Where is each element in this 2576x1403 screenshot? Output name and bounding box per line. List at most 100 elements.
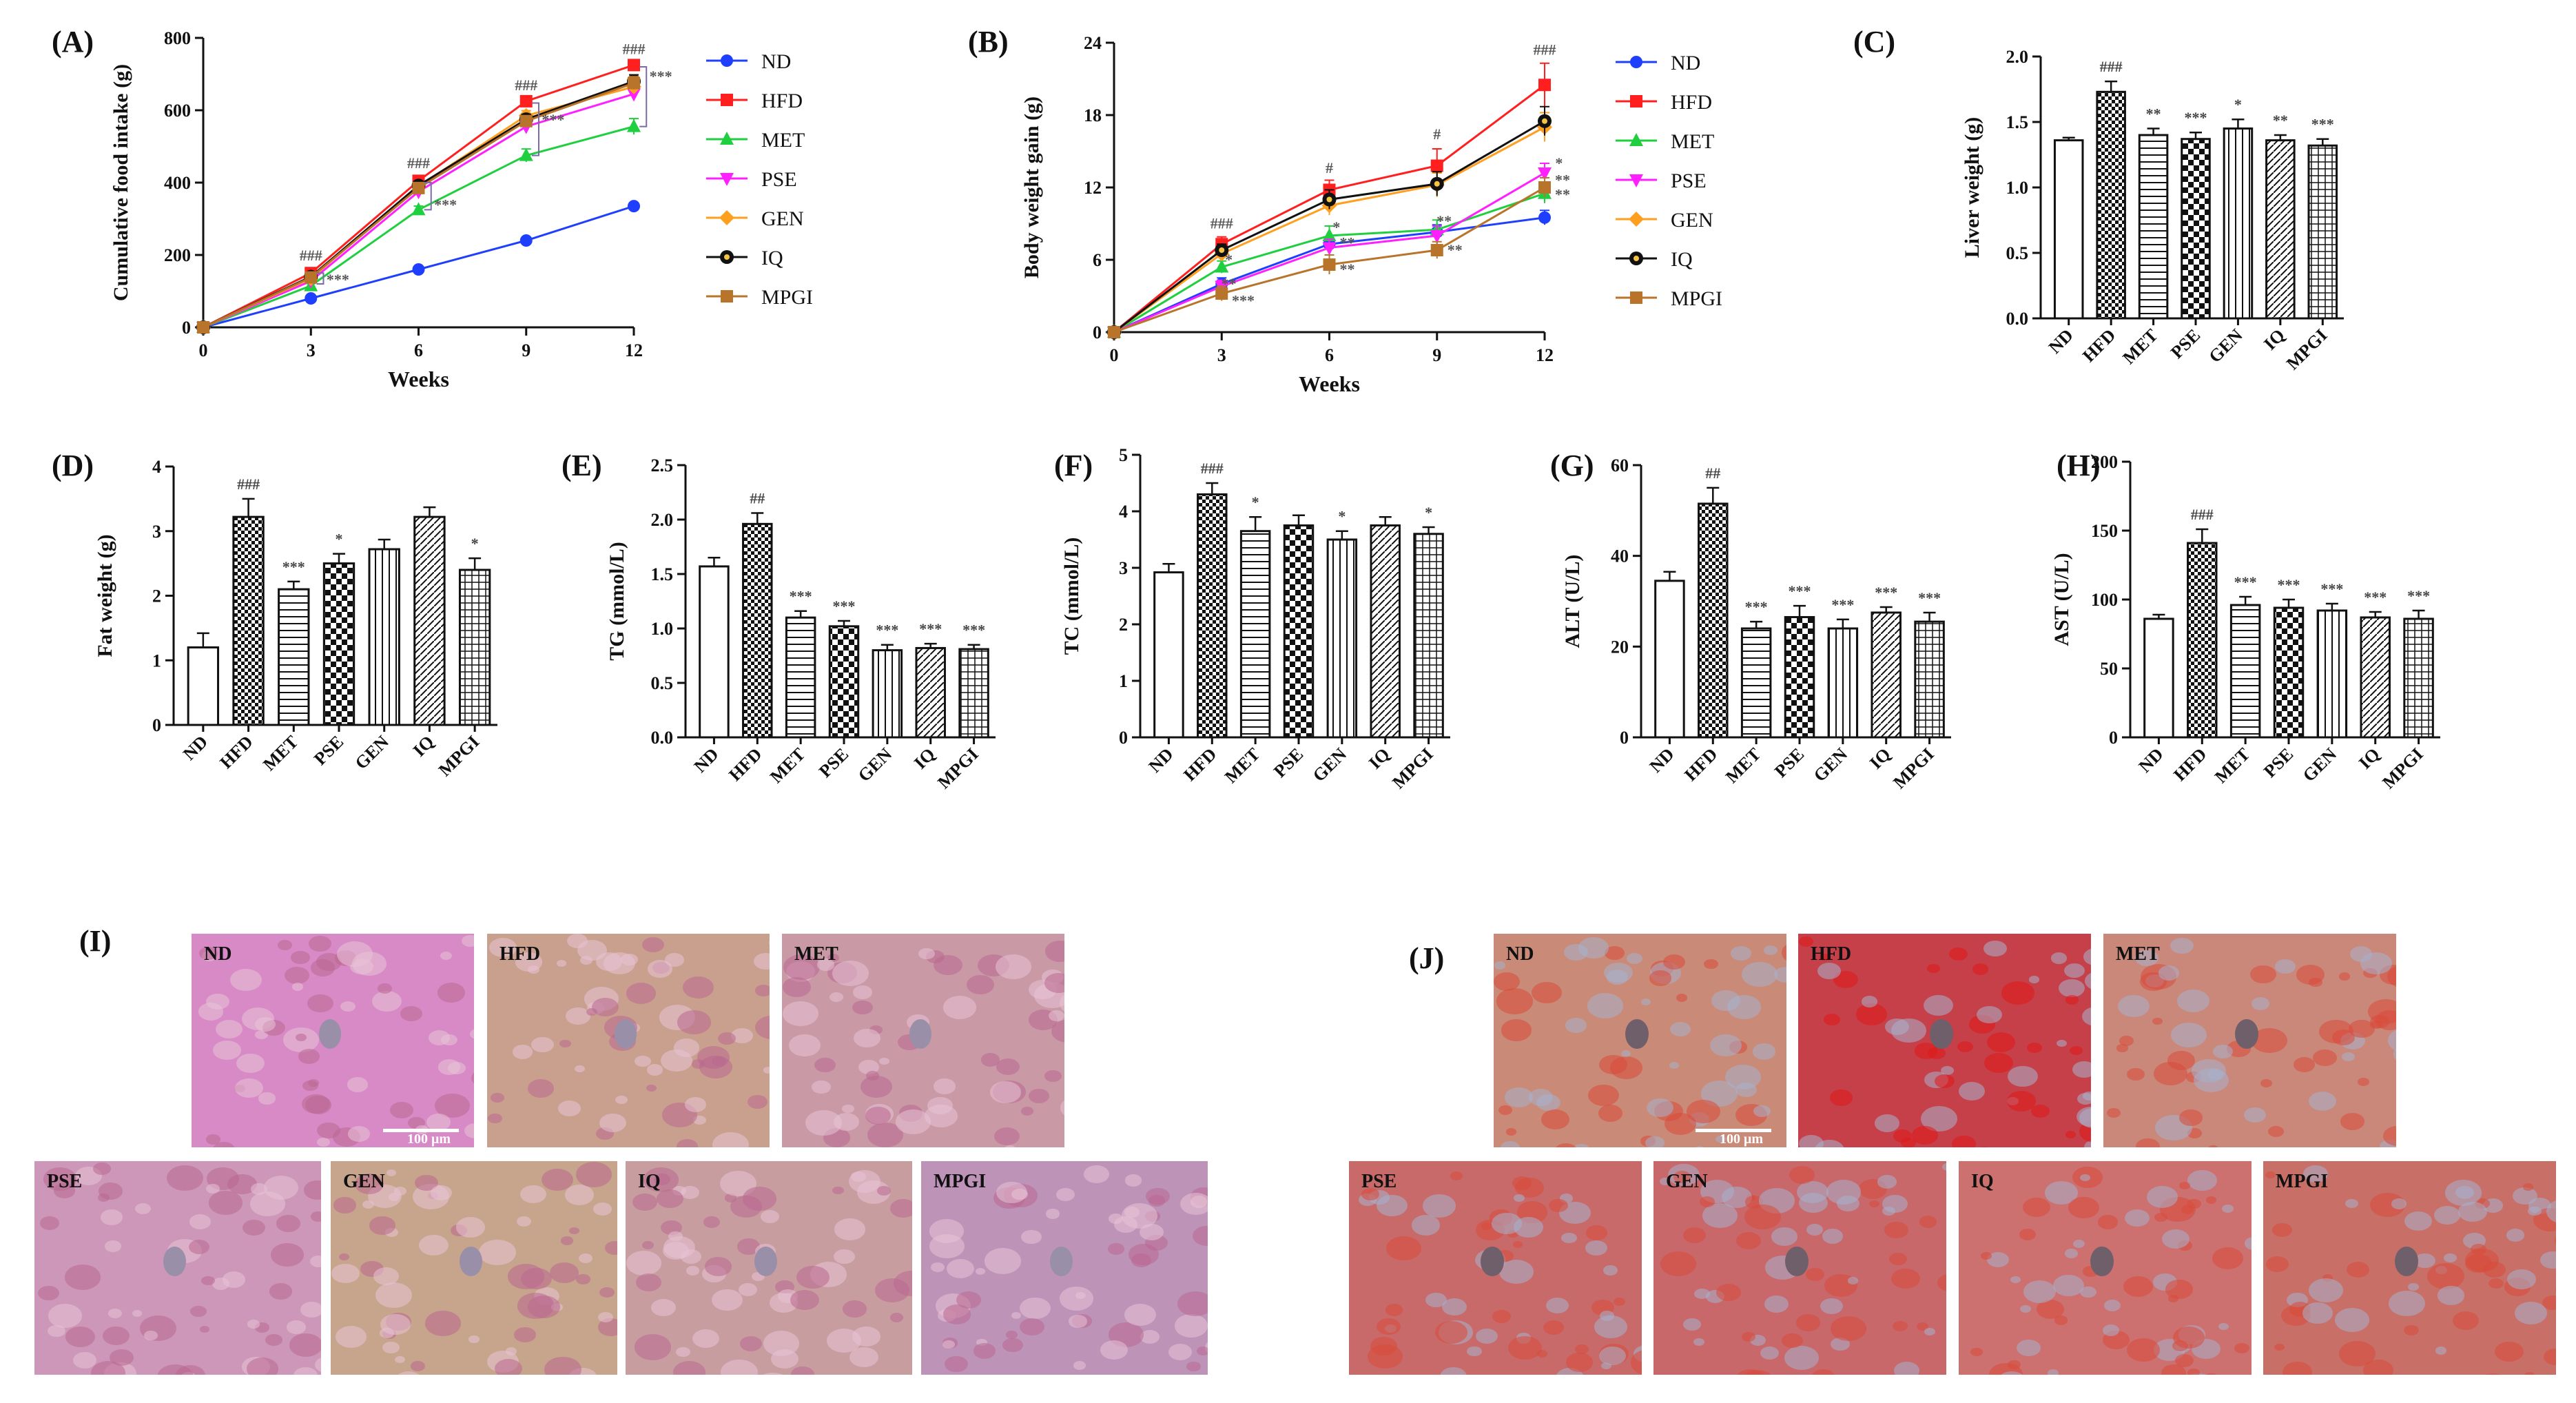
tissue-texture <box>514 1327 537 1343</box>
tissue-texture <box>918 948 935 960</box>
scale-bar <box>1696 1129 1771 1132</box>
tissue-texture <box>1736 1231 1761 1249</box>
tissue-texture <box>2342 1052 2356 1062</box>
tissue-texture <box>2362 1360 2393 1375</box>
tissue-texture <box>48 1303 83 1328</box>
tissue-texture <box>731 1027 754 1044</box>
significance-mark: *** <box>876 622 898 639</box>
tissue-texture <box>354 1174 384 1194</box>
tissue-texture <box>1124 1303 1157 1326</box>
tissue-texture <box>1588 1084 1619 1107</box>
tissue-texture <box>213 1040 241 1060</box>
bar-IQ <box>1871 611 1902 739</box>
bar-ND <box>1654 580 1685 739</box>
tissue-texture <box>2444 1253 2457 1263</box>
bar-GEN <box>368 548 400 726</box>
tissue-texture <box>832 960 869 986</box>
tissue-texture <box>566 1007 590 1025</box>
tissue-texture <box>2274 959 2296 974</box>
panel-label: (H) <box>2057 449 2101 482</box>
bar-GEN <box>2223 127 2254 320</box>
significance-mark: ** <box>2273 112 2288 129</box>
tissue-texture <box>1599 1311 1615 1322</box>
tissue-texture <box>1882 1206 1895 1216</box>
significance-mark: *** <box>2320 580 2343 597</box>
tissue-texture <box>865 1070 880 1081</box>
tissue-texture <box>270 1242 305 1267</box>
tissue-texture <box>717 1032 736 1045</box>
tissue-texture <box>1798 1134 1824 1147</box>
legend-marker-GEN <box>719 210 734 225</box>
significance-mark: *** <box>1745 598 1768 615</box>
central-vein <box>2395 1247 2419 1277</box>
micrograph-J-ND: ND 100 μm <box>1494 934 1786 1147</box>
tissue-texture <box>754 985 770 996</box>
y-tick-label: 0.5 <box>651 673 674 693</box>
tissue-texture <box>2001 981 2035 1005</box>
tissue-texture <box>1822 1229 1844 1244</box>
y-tick-label: 0 <box>2109 728 2118 748</box>
significance-mark: ** <box>1436 212 1452 229</box>
tissue-texture <box>879 1057 890 1065</box>
y-tick-label: 1 <box>152 651 161 670</box>
significance-mark: * <box>336 531 343 548</box>
tissue-texture <box>98 1194 110 1202</box>
tissue-texture <box>676 1138 699 1147</box>
tissue-texture <box>568 1368 598 1375</box>
tissue-texture <box>1044 1069 1062 1083</box>
x-tick-label: MET <box>766 744 809 787</box>
significance-mark: ### <box>623 41 646 58</box>
tissue-texture <box>1598 1104 1622 1122</box>
tissue-texture <box>464 1123 474 1139</box>
bar-chart-F: (F) 0 1 2 3 4 5 TC (mmol/L) ND ### HFD * MET PSE * GEN I… <box>1054 445 1450 792</box>
tissue-texture <box>1710 1034 1742 1057</box>
x-tick-label: IQ <box>2355 744 2384 773</box>
significance-mark: *** <box>962 622 985 639</box>
tissue-texture <box>712 1289 743 1311</box>
tissue-texture <box>1056 1188 1075 1202</box>
significance-mark: *** <box>790 588 812 605</box>
data-point-MPGI <box>1538 181 1551 194</box>
tissue-texture <box>1741 961 1778 987</box>
panel-label-I: (I) <box>79 924 112 958</box>
y-tick-label: 3 <box>1119 558 1128 578</box>
tissue-texture <box>400 1005 422 1022</box>
central-vein <box>2090 1247 2114 1277</box>
tissue-texture <box>471 1069 474 1087</box>
tissue-texture <box>2542 1295 2556 1310</box>
tissue-texture <box>1546 1297 1569 1313</box>
tissue-texture <box>134 1202 151 1214</box>
micrograph-label: PSE <box>47 1171 83 1192</box>
tissue-texture <box>834 1218 865 1240</box>
central-vein <box>1481 1247 1505 1277</box>
bar-MET <box>785 616 816 739</box>
legend-marker-GEN <box>1629 212 1644 227</box>
central-vein <box>909 1019 932 1049</box>
tissue-texture <box>2375 1010 2396 1030</box>
tissue-texture <box>379 1327 395 1338</box>
tissue-texture <box>1496 988 1534 1014</box>
tissue-texture <box>491 1093 504 1103</box>
significance-mark: *** <box>1918 589 1941 606</box>
y-tick-label: 24 <box>1084 33 1102 53</box>
tissue-texture <box>527 1295 561 1318</box>
micrograph-J-PSE: PSE <box>1349 1161 1642 1375</box>
y-tick-label: 1.5 <box>651 564 674 584</box>
tissue-texture <box>317 1122 341 1139</box>
tissue-texture <box>1108 1213 1124 1225</box>
tissue-texture <box>2515 1301 2548 1324</box>
y-tick-label: 2 <box>152 586 161 606</box>
data-point-MPGI <box>1430 244 1443 256</box>
micrograph-label: ND <box>204 943 232 965</box>
tissue-texture <box>721 1360 758 1375</box>
tissue-texture <box>1146 1187 1170 1205</box>
significance-mark: *** <box>2311 116 2334 133</box>
tissue-texture <box>310 1211 321 1222</box>
tissue-texture <box>683 976 714 999</box>
tissue-texture <box>382 1341 400 1354</box>
tissue-texture <box>2507 1269 2537 1290</box>
tissue-texture <box>2540 1251 2556 1269</box>
tissue-texture <box>1997 1371 2027 1375</box>
tissue-texture <box>642 937 664 953</box>
tissue-texture <box>834 1249 856 1264</box>
